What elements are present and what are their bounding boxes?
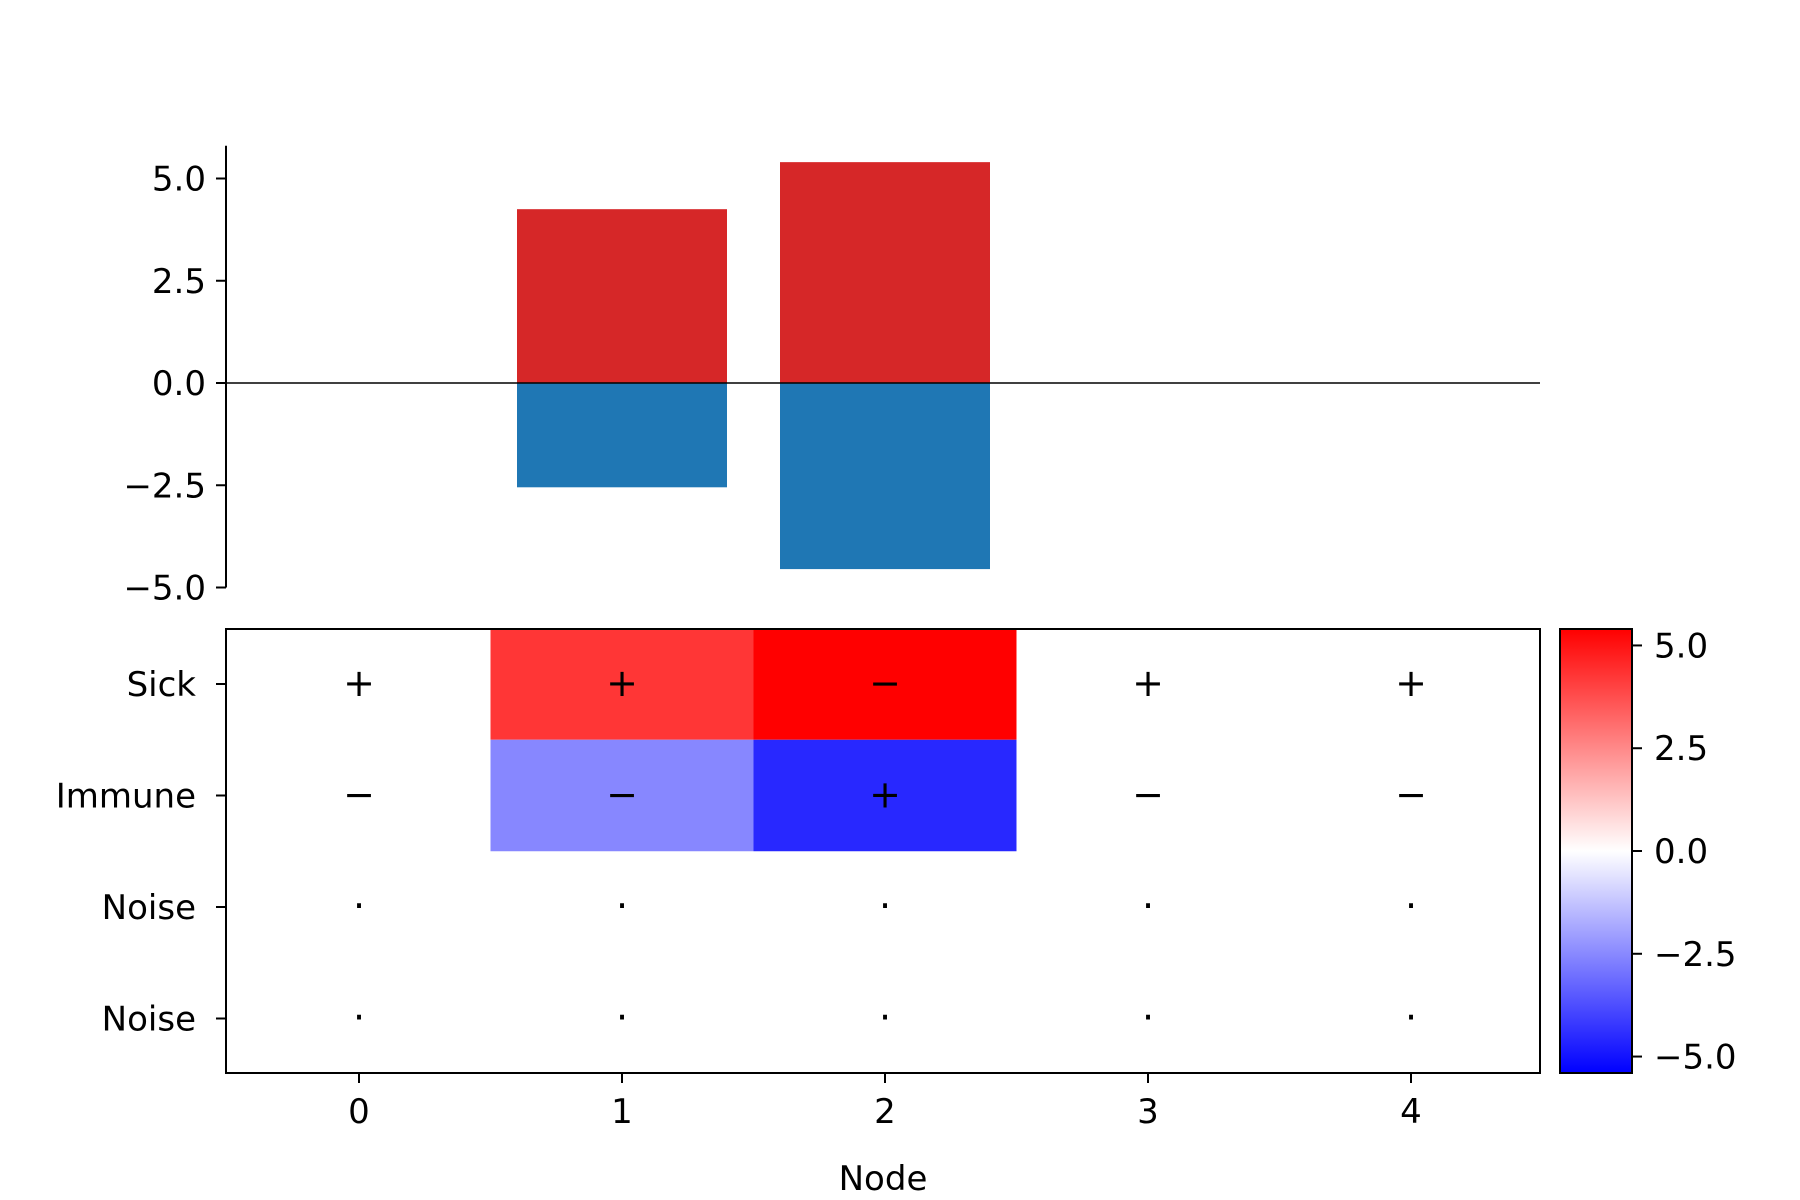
heatmap-cell-symbol: · bbox=[1405, 884, 1417, 928]
bar-ytick-label: 0.0 bbox=[152, 364, 206, 404]
heatmap-cell-symbol: − bbox=[869, 661, 901, 705]
heatmap-cell-r1-c2 bbox=[753, 739, 1017, 852]
heatmap-cell-symbol: · bbox=[1405, 996, 1417, 1040]
heatmap-cell-symbol: + bbox=[1395, 661, 1427, 705]
heatmap-xtick-label: 2 bbox=[874, 1092, 896, 1132]
bar-series0-node-1 bbox=[517, 209, 727, 383]
heatmap-xtick-label: 1 bbox=[611, 1092, 633, 1132]
heatmap-cell-symbol: · bbox=[1142, 996, 1154, 1040]
heatmap-cell-symbol: − bbox=[1132, 773, 1164, 817]
bar-ytick-label: −5.0 bbox=[123, 569, 206, 609]
heatmap-ytick-label: Noise bbox=[102, 888, 196, 928]
heatmap-xtick-label: 0 bbox=[348, 1092, 370, 1132]
heatmap-cell-symbol: + bbox=[1132, 661, 1164, 705]
bar-ytick-label: −2.5 bbox=[123, 466, 206, 506]
colorbar: −5.0 −2.5 0.0 2.5 5.0 bbox=[1559, 626, 1737, 1078]
heatmap-cell-symbol: · bbox=[1142, 884, 1154, 928]
heatmap-cell-symbol: − bbox=[606, 773, 638, 817]
bar-marks bbox=[517, 162, 990, 570]
heatmap-xticks: 0 1 2 3 4 bbox=[348, 1073, 1422, 1132]
heatmap-cell-symbol: − bbox=[343, 773, 375, 817]
colorbar-tick-label: 2.5 bbox=[1654, 729, 1708, 769]
heatmap-cell-r0-c1 bbox=[490, 628, 754, 740]
bar-ytick-label: 5.0 bbox=[152, 160, 206, 200]
heatmap-symbols: + + − + + − − + − − · · · · · · · · · · bbox=[343, 661, 1427, 1040]
heatmap-cell-symbol: · bbox=[879, 884, 891, 928]
heatmap-cell-symbol: · bbox=[616, 996, 628, 1040]
heatmap-ytick-label: Noise bbox=[102, 1000, 196, 1040]
heatmap-x-axis-label: Node bbox=[839, 1159, 928, 1199]
heatmap-cell-symbol: · bbox=[353, 884, 365, 928]
heatmap-cell-symbol: − bbox=[1395, 773, 1427, 817]
colorbar-ticks: −5.0 −2.5 0.0 2.5 5.0 bbox=[1632, 626, 1737, 1078]
colorbar-tick-label: 5.0 bbox=[1654, 626, 1708, 666]
bar-ytick-label: 2.5 bbox=[152, 262, 206, 302]
heatmap-yticks: Sick Immune Noise Noise bbox=[56, 665, 226, 1040]
bar-panel: −5.0 −2.5 0.0 2.5 5.0 bbox=[123, 145, 1540, 609]
bar-series1-node-2 bbox=[780, 383, 990, 570]
heatmap-cell-symbol: + bbox=[343, 661, 375, 705]
heatmap-frame bbox=[225, 628, 1541, 1074]
heatmap-cell-symbol: + bbox=[869, 773, 901, 817]
bar-series1-node-1 bbox=[517, 383, 727, 488]
heatmap-ytick-label: Immune bbox=[56, 777, 196, 817]
heatmap-cell-symbol: · bbox=[616, 884, 628, 928]
heatmap-ytick-label: Sick bbox=[127, 665, 197, 705]
colorbar-tick-label: 0.0 bbox=[1654, 832, 1708, 872]
heatmap-cell-symbol: · bbox=[353, 996, 365, 1040]
heatmap-cell-symbol: · bbox=[879, 996, 891, 1040]
heatmap-xtick-label: 4 bbox=[1400, 1092, 1422, 1132]
heatmap-xtick-label: 3 bbox=[1137, 1092, 1159, 1132]
colorbar-tick-label: −5.0 bbox=[1654, 1038, 1737, 1078]
heatmap-cell-r0-c2 bbox=[753, 628, 1017, 740]
bar-series0-node-2 bbox=[780, 162, 990, 383]
heatmap-cells bbox=[490, 628, 1017, 852]
heatmap-cell-r1-c1 bbox=[490, 739, 754, 852]
heatmap-panel: + + − + + − − + − − · · · · · · · · · · Sick Immune Noise Nois… bbox=[56, 628, 1541, 1199]
heatmap-cell-symbol: + bbox=[606, 661, 638, 705]
colorbar-tick-label: −2.5 bbox=[1654, 935, 1737, 975]
colorbar-gradient bbox=[1559, 628, 1633, 1074]
bar-yticks: −5.0 −2.5 0.0 2.5 5.0 bbox=[123, 160, 226, 609]
